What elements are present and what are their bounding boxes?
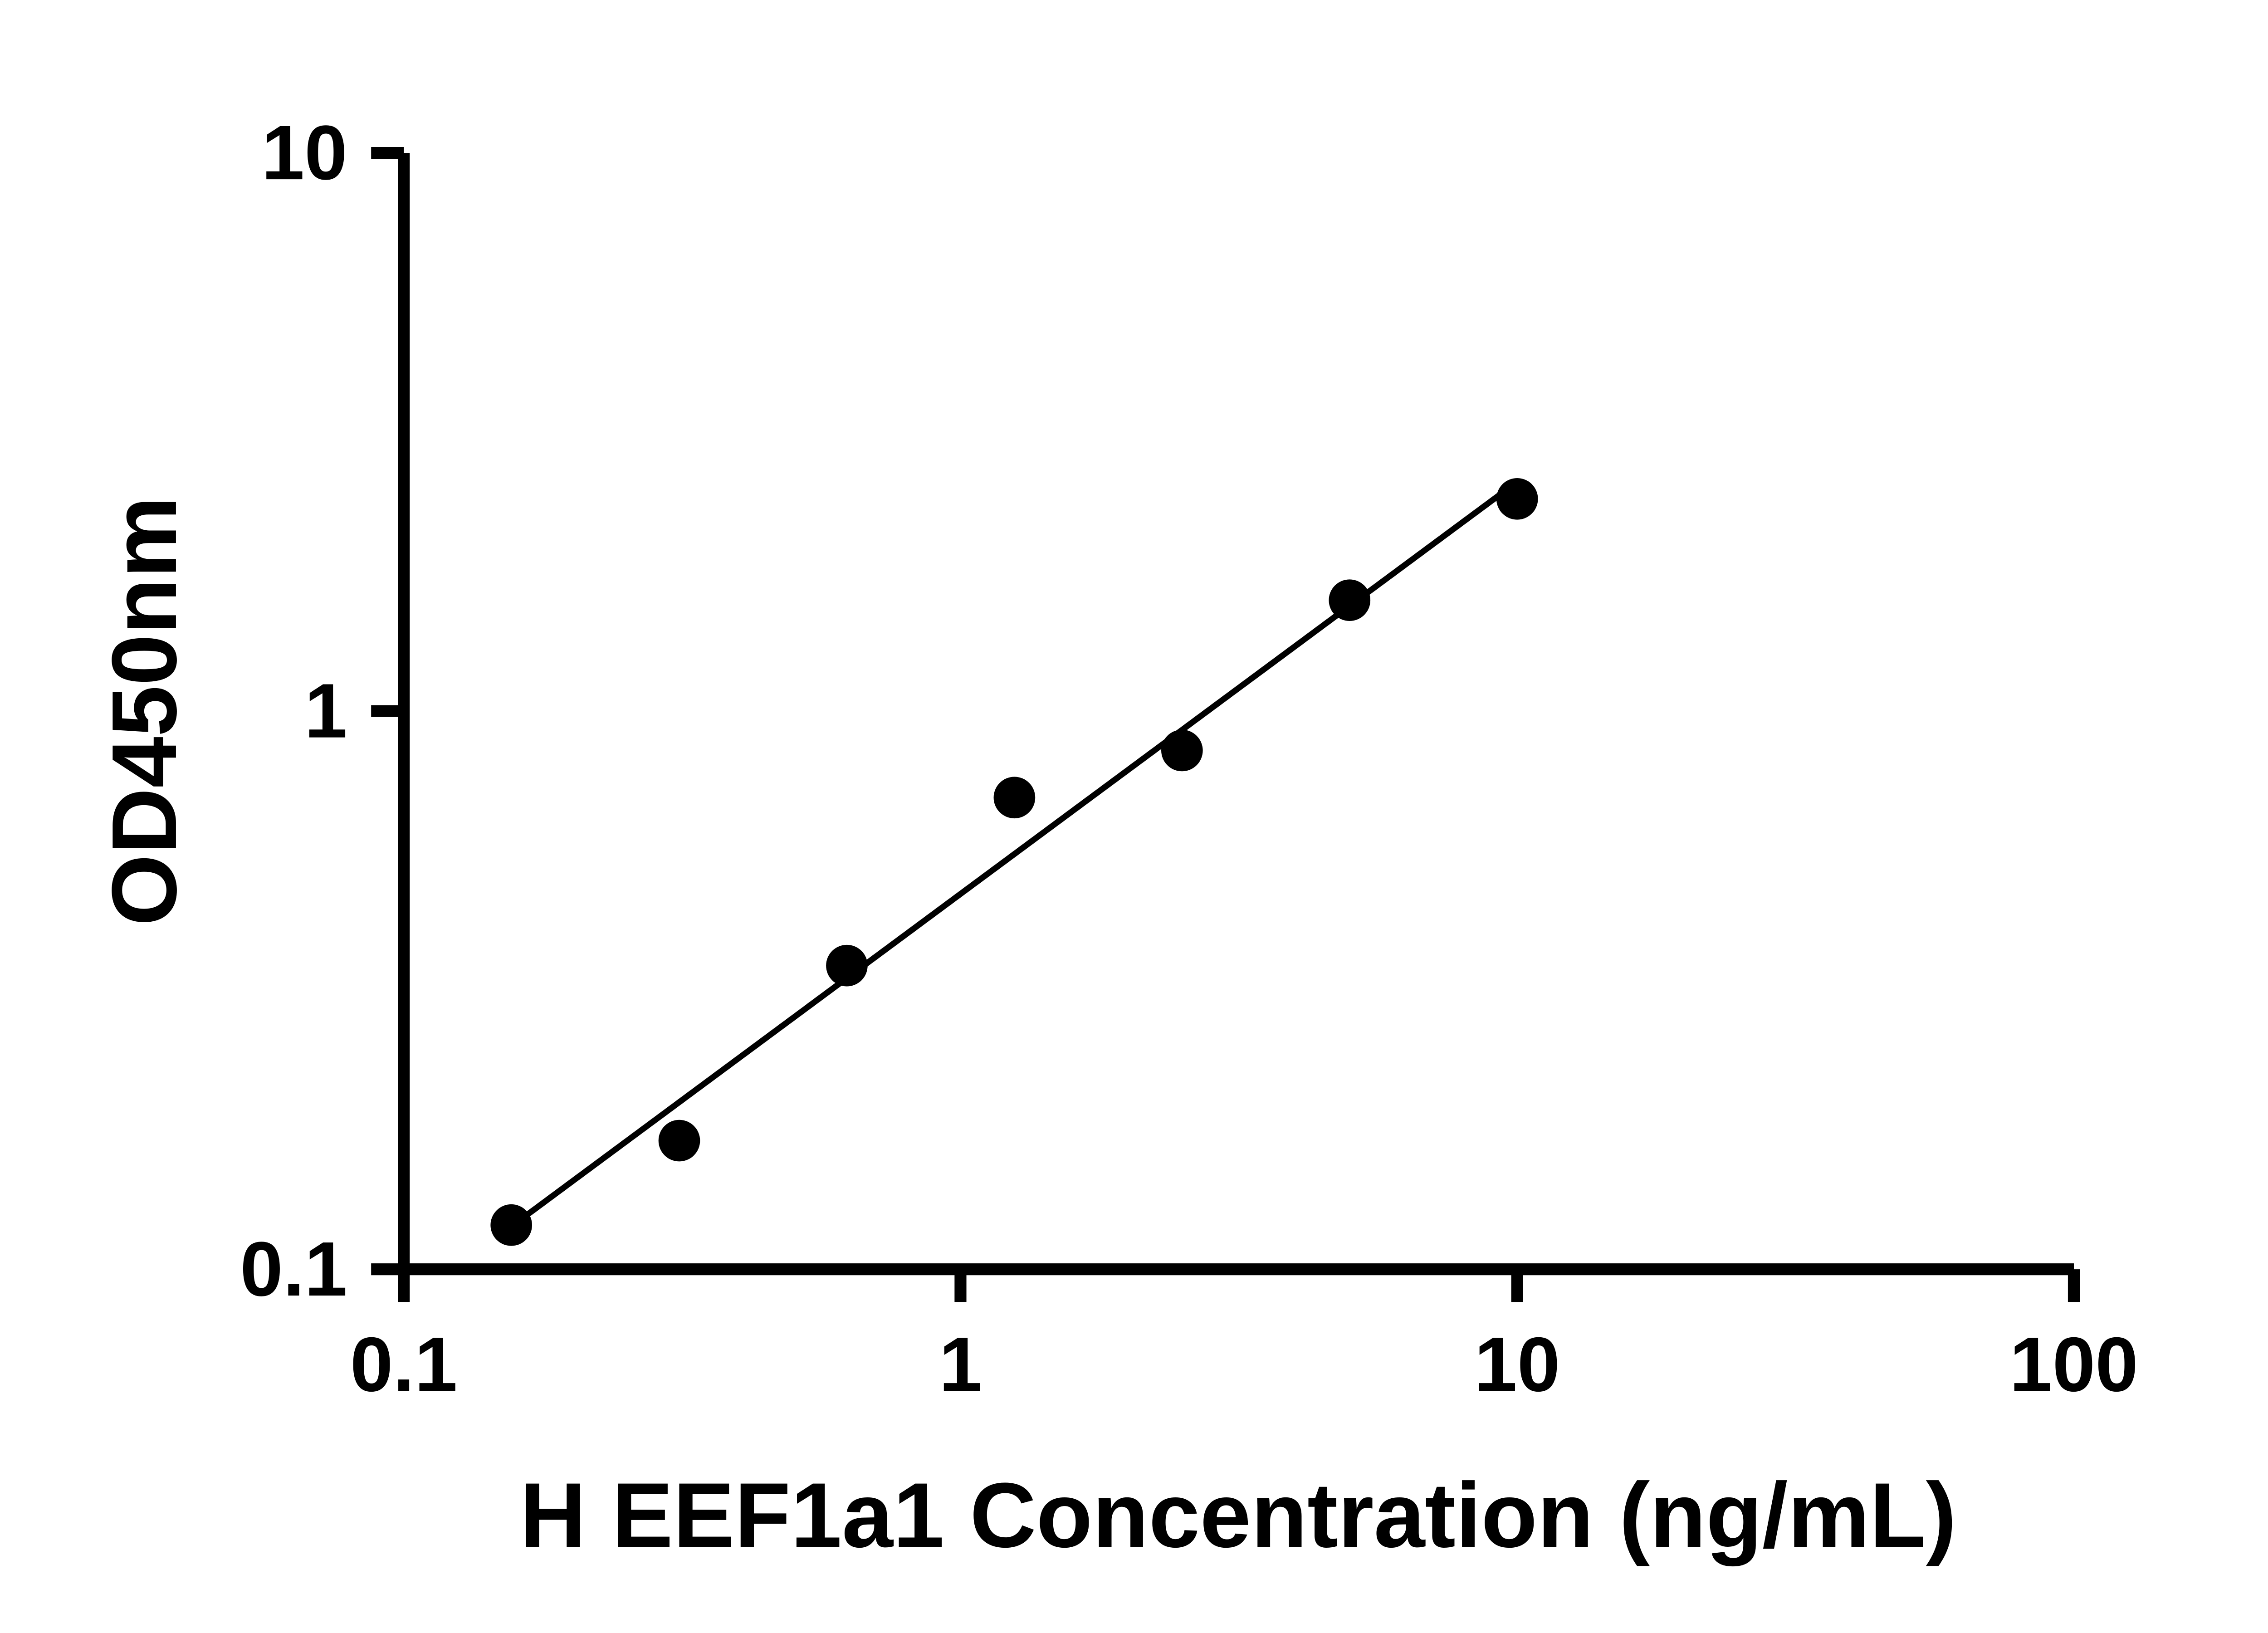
y-axis-title: OD450nm [93, 496, 196, 926]
x-axis-title: H EEF1a1 Concentration (ng/mL) [520, 1463, 1957, 1566]
axes-layer [398, 153, 2074, 1276]
data-point [993, 777, 1036, 819]
axes-spines [398, 153, 2074, 1276]
data-point [658, 1120, 700, 1162]
data-point [1161, 729, 1203, 772]
data-point [1329, 579, 1371, 621]
x-tick-label: 0.1 [350, 1322, 458, 1408]
y-tick-label: 0.1 [240, 1226, 347, 1312]
tick-layer [371, 147, 2080, 1302]
x-tick-label: 1 [939, 1322, 982, 1408]
y-tick-label: 1 [304, 668, 347, 754]
x-tick-label: 10 [1474, 1322, 1560, 1408]
x-tick-label: 100 [2009, 1322, 2138, 1408]
data-point [490, 1204, 533, 1246]
y-tick-label: 10 [262, 110, 347, 196]
data-point [1496, 478, 1538, 520]
data-point [826, 944, 868, 987]
tick-label-layer: 0.1 1 10 100 0.1 1 10 [240, 110, 2138, 1408]
data-point-layer [490, 478, 1538, 1246]
